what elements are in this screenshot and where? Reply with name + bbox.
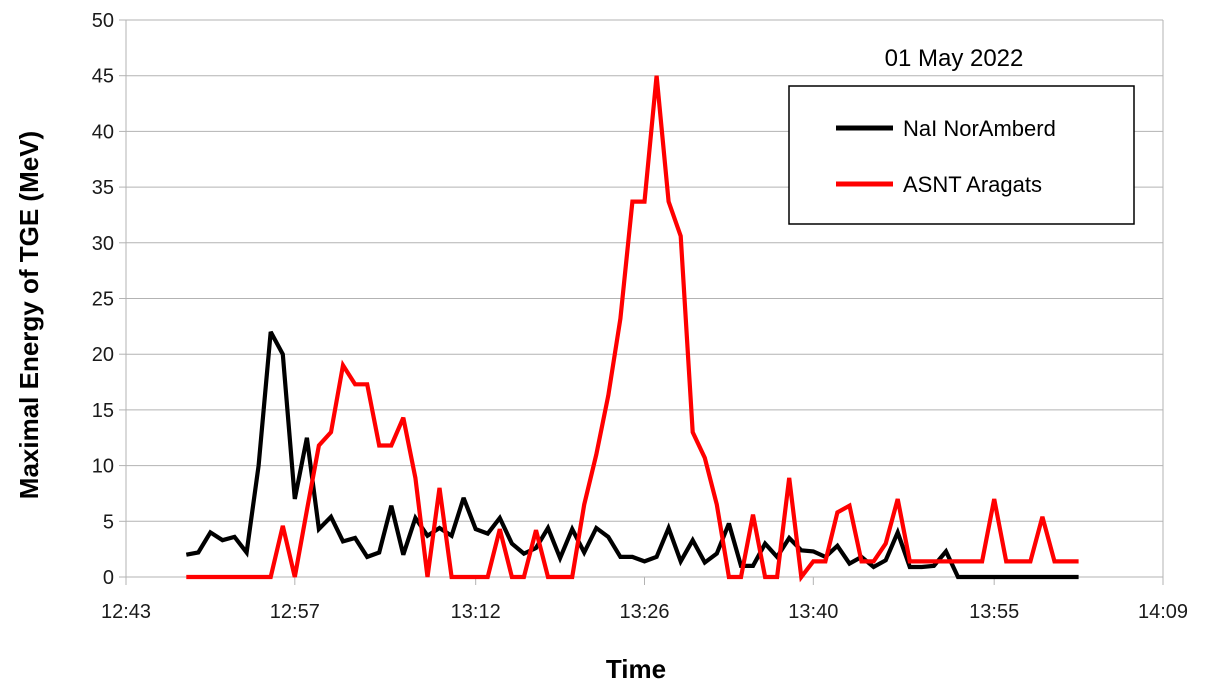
x-tick-label-1312: 13:12	[451, 601, 501, 623]
legend-label-series-1: ASNT Aragats	[903, 172, 1042, 197]
series-lines	[185, 75, 1079, 583]
x-tick-label-1257: 12:57	[270, 601, 320, 623]
y-tick-label-25: 25	[92, 289, 114, 311]
y-tick-label-35: 35	[92, 177, 114, 199]
x-tick-label-1243: 12:43	[101, 601, 151, 623]
x-tick-label-1340: 13:40	[788, 601, 838, 623]
y-tick-label-45: 45	[92, 66, 114, 88]
x-tick-label-1409: 14:09	[1138, 601, 1188, 623]
date-annotation: 01 May 2022	[885, 45, 1024, 72]
y-tick-labels: 0 5 10 15 20 25 30 35 40 45 50	[92, 10, 114, 589]
y-axis-title: Maximal Energy of TGE (MeV)	[14, 131, 44, 499]
legend: NaI NorAmberd ASNT Aragats	[788, 85, 1135, 225]
y-tick-label-0: 0	[103, 567, 114, 589]
y-tick-label-30: 30	[92, 233, 114, 255]
legend-label-series-0: NaI NorAmberd	[903, 116, 1056, 141]
y-tick-label-10: 10	[92, 456, 114, 478]
gridlines	[126, 19, 1164, 577]
x-tick-label-1326: 13:26	[619, 601, 669, 623]
y-tick-label-20: 20	[92, 344, 114, 366]
legend-box	[788, 85, 1135, 225]
y-tick-label-15: 15	[92, 400, 114, 422]
x-tick-label-1355: 13:55	[969, 601, 1019, 623]
x-tick-labels: 12:43 12:57 13:12 13:26 13:40 13:55 14:09	[101, 601, 1188, 623]
y-tick-label-5: 5	[103, 511, 114, 533]
series-line-nai-noramberd	[185, 330, 1079, 580]
y-tick-label-40: 40	[92, 121, 114, 143]
series-line-asnt-aragats	[186, 75, 1079, 583]
y-tick-label-50: 50	[92, 10, 114, 32]
x-axis-title: Time	[606, 654, 666, 684]
